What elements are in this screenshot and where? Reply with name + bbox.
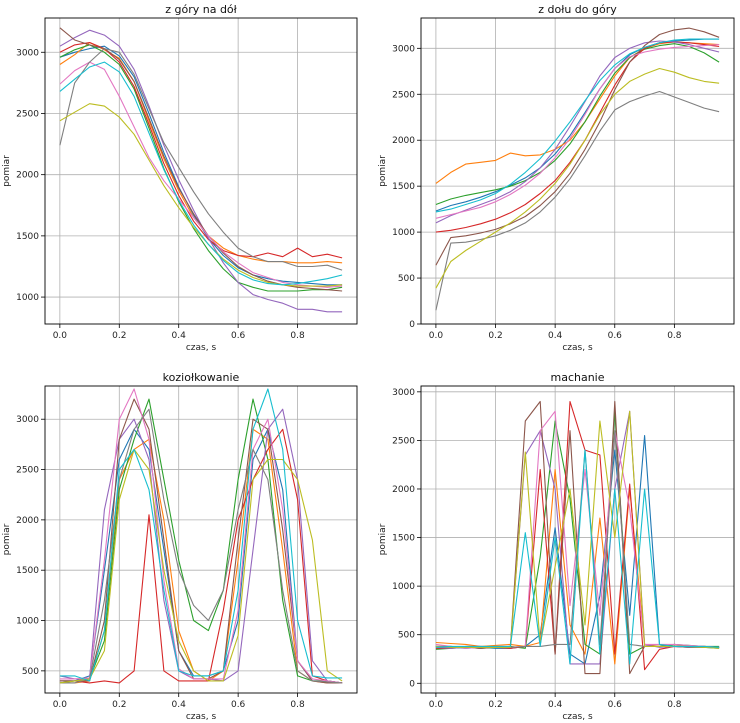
series-line-s7: [59, 61, 343, 288]
series-line-s9: [59, 103, 343, 287]
y-tick-label: 2500: [16, 466, 39, 476]
y-tick-label: 1500: [16, 232, 39, 242]
series-line-s6: [59, 398, 343, 684]
series-line-s8: [59, 48, 343, 271]
plot-frame: [420, 17, 735, 325]
x-tick-label: 0.8: [667, 331, 682, 341]
series-line-s8: [59, 408, 343, 684]
y-tick-label: 500: [22, 667, 39, 677]
y-tick-label: 3000: [16, 48, 39, 58]
series-line-s3: [59, 44, 343, 292]
y-tick-label: 2000: [16, 516, 39, 526]
series-line-s5: [435, 40, 720, 224]
x-tick-label: 0.8: [290, 331, 305, 341]
x-axis-label: czas, s: [186, 343, 217, 353]
series-line-s3: [59, 398, 343, 684]
y-axis-label: pomiar: [378, 523, 388, 555]
series-line-s7: [435, 410, 720, 649]
series-line-s1: [435, 38, 720, 212]
y-tick-label: 3000: [392, 44, 415, 54]
chart-panel-3: 0.0 0.2 0.4 0.6 0.8 500 1000 1500 2000 2500 3000 ko…: [2, 371, 358, 722]
series-line-s3: [435, 43, 720, 206]
x-tick-label: 0.4: [548, 331, 563, 341]
series-line-s9: [59, 448, 343, 684]
series-line-s10: [435, 38, 720, 213]
x-tick-label: 0.6: [608, 331, 623, 341]
x-tick-label: 0.2: [112, 700, 126, 710]
y-axis-label: pomiar: [2, 155, 12, 187]
x-axis-label: czas, s: [562, 712, 593, 722]
y-tick-label: 1500: [16, 566, 39, 576]
y-tick-label: 0: [409, 320, 415, 330]
y-tick-label: 500: [398, 274, 415, 284]
y-tick-label: 3000: [16, 415, 39, 425]
chart-title: koziołkowanie: [163, 371, 240, 384]
series-line-s4: [435, 41, 720, 233]
x-tick-label: 0.2: [488, 700, 502, 710]
series-line-s5: [59, 408, 343, 684]
chart-panel-1: 0.0 0.2 0.4 0.6 0.8 1000 1500 2000 2500 3000 z gór…: [2, 3, 358, 353]
plot-frame: [420, 385, 735, 694]
x-tick-label: 0.4: [172, 700, 187, 710]
series-group: [435, 27, 720, 311]
y-tick-label: 1000: [392, 582, 415, 592]
y-tick-label: 1500: [392, 534, 415, 544]
chart-panel-2: 0.0 0.2 0.4 0.6 0.8 0 500 1000 1500 2000 2500 3000 z…: [378, 3, 735, 353]
plot-frame: [44, 385, 358, 694]
series-group: [435, 400, 720, 675]
series-group: [59, 27, 343, 313]
y-axis-label: pomiar: [378, 155, 388, 187]
y-tick-label: 3000: [392, 388, 415, 398]
series-line-s7: [59, 388, 343, 684]
series-line-s9: [435, 410, 720, 649]
series-line-s10: [59, 61, 343, 286]
x-tick-label: 0.4: [548, 700, 563, 710]
x-tick-label: 0.8: [290, 700, 305, 710]
series-line-s4: [59, 428, 343, 684]
series-group: [59, 388, 343, 684]
series-line-s10: [435, 449, 720, 665]
chart-title: z góry na dół: [165, 3, 237, 16]
x-axis-label: czas, s: [186, 712, 217, 722]
x-tick-label: 0.2: [112, 331, 126, 341]
x-tick-label: 0.8: [667, 700, 682, 710]
x-tick-label: 0.6: [608, 700, 623, 710]
x-tick-label: 0.0: [53, 331, 68, 341]
y-tick-label: 500: [398, 631, 415, 641]
plot-frame: [44, 17, 358, 325]
x-tick-label: 0.6: [231, 331, 246, 341]
x-tick-label: 0.4: [172, 331, 187, 341]
series-line-s7: [435, 44, 720, 219]
series-line-s10: [59, 388, 343, 682]
y-axis-label: pomiar: [2, 523, 12, 555]
series-line-s6: [435, 27, 720, 266]
y-tick-label: 1500: [392, 182, 415, 192]
series-line-s9: [435, 67, 720, 289]
y-tick-label: 2000: [16, 171, 39, 181]
x-axis-label: czas, s: [562, 343, 593, 353]
y-tick-label: 0: [409, 679, 415, 689]
series-line-s8: [435, 90, 720, 311]
y-tick-label: 2000: [392, 485, 415, 495]
x-tick-label: 0.2: [488, 331, 502, 341]
chart-title: machanie: [550, 371, 604, 384]
y-tick-label: 2500: [392, 90, 415, 100]
x-tick-label: 0.0: [429, 700, 444, 710]
chart-title: z dołu do góry: [538, 3, 617, 16]
y-tick-label: 2500: [392, 436, 415, 446]
y-tick-label: 1000: [16, 293, 39, 303]
y-tick-label: 2000: [392, 136, 415, 146]
x-tick-label: 0.0: [429, 331, 444, 341]
series-line-s5: [59, 29, 343, 313]
y-tick-label: 1000: [392, 228, 415, 238]
chart-panel-4: 0.0 0.2 0.4 0.6 0.8 0 500 1000 1500 2000 2500 3000 m…: [378, 371, 735, 722]
y-tick-label: 2500: [16, 109, 39, 119]
x-tick-label: 0.0: [53, 700, 68, 710]
y-tick-label: 1000: [16, 617, 39, 627]
x-tick-label: 0.6: [231, 700, 246, 710]
series-line-s6: [59, 27, 343, 292]
